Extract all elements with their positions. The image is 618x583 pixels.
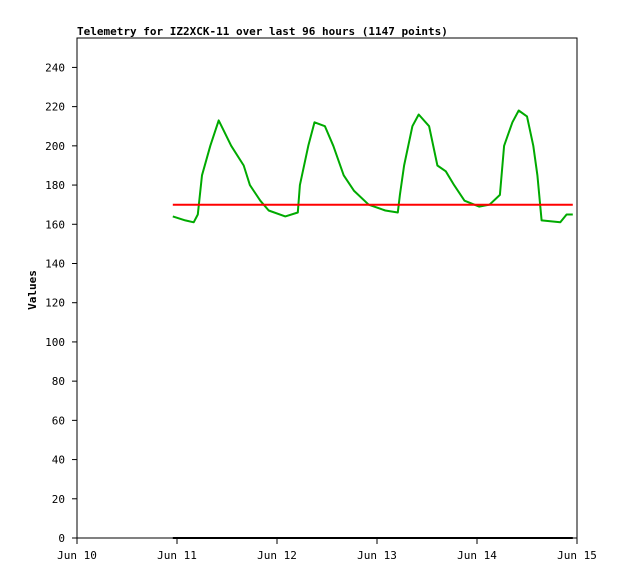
y-tick-label: 120 bbox=[45, 297, 65, 310]
x-tick-label: Jun 11 bbox=[157, 549, 197, 562]
x-tick-label: Jun 15 bbox=[557, 549, 597, 562]
x-tick-label: Jun 12 bbox=[257, 549, 297, 562]
y-tick-label: 40 bbox=[52, 454, 65, 467]
y-tick-label: 180 bbox=[45, 179, 65, 192]
y-tick-label: 80 bbox=[52, 375, 65, 388]
x-tick-label: Jun 14 bbox=[457, 549, 497, 562]
x-tick-label: Jun 13 bbox=[357, 549, 397, 562]
y-tick-label: 60 bbox=[52, 414, 65, 427]
y-tick-label: 0 bbox=[58, 532, 65, 545]
y-tick-label: 100 bbox=[45, 336, 65, 349]
y-tick-label: 20 bbox=[52, 493, 65, 506]
y-tick-label: 200 bbox=[45, 140, 65, 153]
y-tick-label: 140 bbox=[45, 257, 65, 270]
series-line-0 bbox=[172, 109, 573, 224]
y-tick-label: 240 bbox=[45, 61, 65, 74]
x-tick-label: Jun 10 bbox=[57, 549, 97, 562]
y-tick-label: 160 bbox=[45, 218, 65, 231]
y-tick-label: 220 bbox=[45, 101, 65, 114]
y-axis-label: Values bbox=[26, 270, 39, 310]
chart-title: Telemetry for IZ2XCK-11 over last 96 hou… bbox=[77, 25, 448, 38]
plot-area bbox=[76, 37, 578, 539]
